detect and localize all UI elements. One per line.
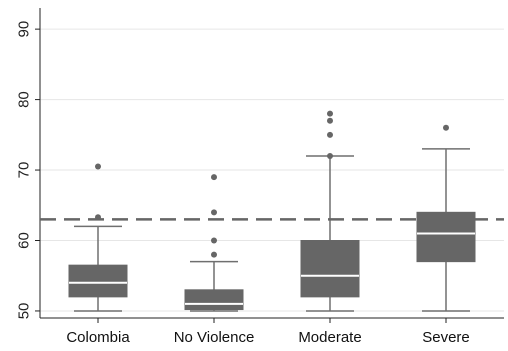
x-category-label: Colombia: [66, 329, 130, 346]
outlier-point: [211, 251, 217, 258]
outlier-point: [327, 152, 333, 159]
iqr-box: [300, 240, 360, 298]
outlier-point: [95, 163, 101, 170]
outlier-point: [327, 117, 333, 124]
box-group: [416, 124, 476, 312]
x-category-label: Severe: [422, 329, 470, 346]
y-tick-label: 80: [16, 91, 33, 108]
outlier-point: [211, 209, 217, 216]
boxes-layer: [68, 110, 476, 312]
iqr-box: [68, 264, 128, 298]
y-tick-label: 70: [16, 162, 33, 179]
outlier-point: [327, 131, 333, 138]
box-group: [68, 163, 128, 312]
box-group: [300, 110, 360, 312]
y-tick-label: 50: [16, 303, 33, 320]
iqr-box: [184, 289, 244, 311]
outlier-point: [443, 124, 449, 131]
outlier-point: [327, 110, 333, 117]
axes-layer: 50 60 70 80 90 Colombia No Violence Moderate Sev…: [16, 8, 504, 346]
y-tick-label: 90: [16, 21, 33, 38]
box-group: [184, 174, 244, 312]
x-category-label: No Violence: [174, 329, 255, 346]
outlier-point: [211, 174, 217, 181]
outlier-point: [211, 237, 217, 244]
y-tick-label: 60: [16, 232, 33, 249]
x-category-label: Moderate: [298, 329, 361, 346]
